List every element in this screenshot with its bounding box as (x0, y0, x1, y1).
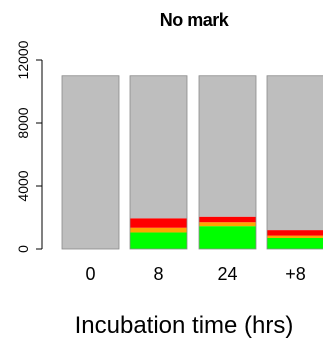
bar-segment-24-1 (199, 222, 256, 227)
x-tick-label-8: 8 (153, 264, 163, 284)
bar-outline-24 (198, 75, 257, 250)
bars-group (61, 75, 323, 250)
bar-segment-8-0 (130, 232, 187, 249)
y-tick-label-4000: 4000 (15, 170, 31, 201)
y-tick-label-8000: 8000 (15, 107, 31, 138)
bar-segment-+8-3 (267, 75, 323, 231)
bar-segment-+8-2 (267, 230, 323, 236)
x-tick-labels: 0 8 24 +8 (85, 264, 305, 284)
y-tick-label-12000: 12000 (15, 40, 31, 79)
bar-segment-8-1 (130, 227, 187, 233)
bar-outline-8 (129, 75, 188, 250)
bar-segment-24-2 (199, 216, 256, 223)
bar-segment-+8-0 (267, 237, 323, 249)
x-tick-label-0: 0 (85, 264, 95, 284)
bar-segment-0-3 (62, 75, 119, 249)
bar-segment-24-3 (199, 75, 256, 217)
bar-segment-8-3 (130, 75, 187, 219)
bar-segment-8-2 (130, 218, 187, 228)
x-tick-label-24: 24 (217, 264, 237, 284)
y-axis: 0 4000 8000 12000 (15, 40, 43, 253)
x-tick-label-+8: +8 (285, 264, 306, 284)
bar-segment-24-0 (199, 226, 256, 249)
bar-outline-+8 (266, 75, 323, 250)
x-axis-label: Incubation time (hrs) (75, 312, 294, 339)
chart-title: No mark (160, 10, 230, 30)
bar-outline-0 (61, 75, 120, 250)
bar-segment-+8-1 (267, 235, 323, 238)
y-tick-label-0: 0 (15, 245, 31, 253)
